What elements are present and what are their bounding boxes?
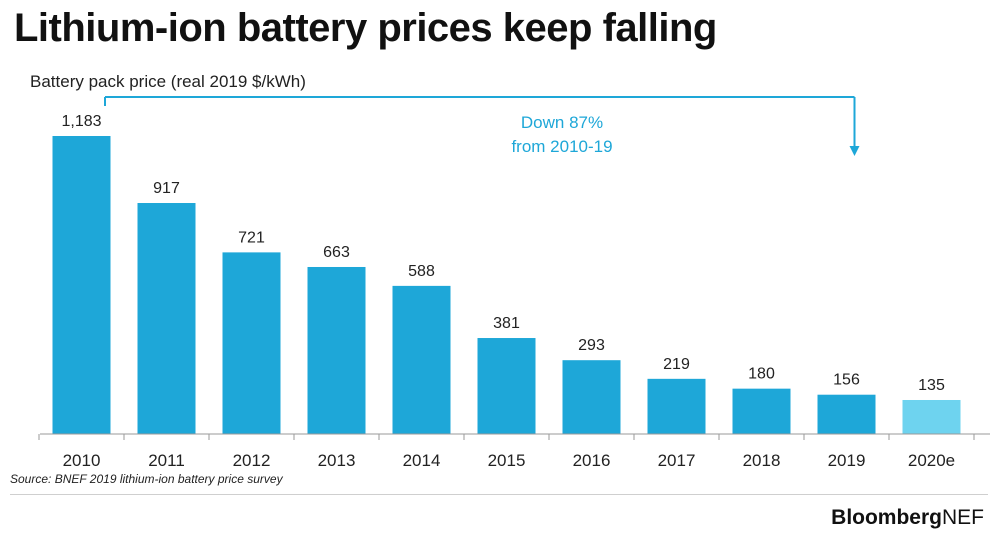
tick-label-2019: 2019 — [828, 451, 866, 470]
source-note: Source: BNEF 2019 lithium-ion battery pr… — [10, 472, 283, 486]
tick-label-2013: 2013 — [318, 451, 356, 470]
brand-normal: NEF — [942, 506, 984, 529]
chart-title: Lithium-ion battery prices keep falling — [14, 6, 717, 50]
tick-label-2020e: 2020e — [908, 451, 955, 470]
tick-label-2015: 2015 — [488, 451, 526, 470]
data-label-2020e: 135 — [918, 377, 945, 394]
bar-2010 — [52, 136, 111, 434]
tick-label-2012: 2012 — [233, 451, 271, 470]
bar-2013 — [307, 266, 366, 434]
data-label-2013: 663 — [323, 244, 350, 261]
data-label-2010: 1,183 — [61, 113, 101, 130]
axis-label: Battery pack price (real 2019 $/kWh) — [30, 72, 306, 91]
bar-2016 — [562, 360, 621, 434]
divider — [10, 494, 988, 495]
bar-2015 — [477, 338, 536, 434]
brand-logo: BloombergNEF — [831, 506, 984, 530]
data-label-2014: 588 — [408, 263, 435, 280]
bar-2018 — [732, 388, 791, 434]
data-label-2016: 293 — [578, 337, 605, 354]
data-label-2019: 156 — [833, 372, 860, 389]
bar-2011 — [137, 203, 196, 434]
tick-label-2010: 2010 — [63, 451, 101, 470]
tick-label-2014: 2014 — [403, 451, 441, 470]
bar-2014 — [392, 285, 451, 434]
data-label-2011: 917 — [153, 180, 180, 197]
bar-2019 — [817, 394, 876, 434]
brand-bold: Bloomberg — [831, 506, 942, 529]
tick-label-2016: 2016 — [573, 451, 611, 470]
tick-label-2018: 2018 — [743, 451, 781, 470]
data-label-2015: 381 — [493, 315, 520, 332]
tick-label-2017: 2017 — [658, 451, 696, 470]
data-label-2017: 219 — [663, 356, 690, 373]
annotation-arrow-head — [849, 146, 860, 156]
data-label-2012: 721 — [238, 229, 265, 246]
data-label-2018: 180 — [748, 366, 775, 383]
tick-label-2011: 2011 — [148, 451, 185, 470]
bar-2020e — [902, 399, 961, 434]
bar-chart: 1,183 2010 917 2011 721 2012 663 2013 588 2014 381… — [38, 96, 990, 470]
annotation-text-line-1: Down 87% — [521, 113, 603, 132]
bar-2012 — [222, 252, 281, 434]
annotation-text-line-2: from 2010-19 — [511, 137, 612, 156]
bar-2017 — [647, 378, 706, 434]
